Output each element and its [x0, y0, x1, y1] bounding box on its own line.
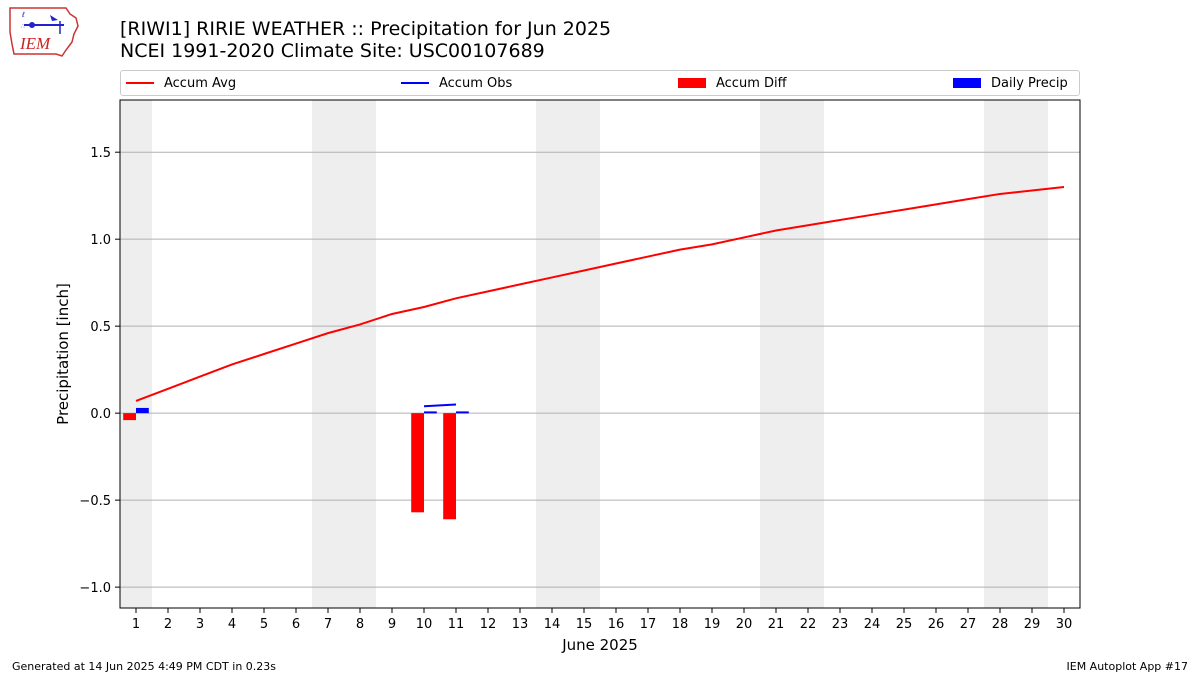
legend-label-accum-avg: Accum Avg: [164, 75, 237, 91]
x-tick-label: 19: [704, 617, 721, 632]
y-tick-label: 0.5: [90, 320, 111, 335]
accum-diff-bar: [123, 413, 136, 421]
accum-diff-bar: [443, 413, 456, 520]
legend-swatch-accum-avg: [126, 82, 154, 84]
x-tick-label: 29: [1024, 617, 1041, 632]
x-tick-label: 1: [132, 617, 140, 632]
x-tick-label: 16: [608, 617, 625, 632]
x-tick-label: 15: [576, 617, 593, 632]
x-tick-label: 2: [164, 617, 172, 632]
generated-timestamp: Generated at 14 Jun 2025 4:49 PM CDT in …: [12, 660, 277, 673]
y-tick-label: −1.0: [79, 581, 111, 596]
y-tick-label: 1.0: [90, 233, 111, 248]
plot-frame: [119, 99, 1081, 609]
x-tick-label: 8: [356, 617, 364, 632]
weekend-shade-22: [792, 100, 824, 608]
weekend-shade-7: [312, 100, 344, 608]
legend-swatch-accum-obs: [401, 82, 429, 84]
weekend-shade-28: [984, 100, 1016, 608]
x-tick-label: 10: [416, 617, 433, 632]
app-label: IEM Autoplot App #17: [1066, 660, 1189, 673]
x-axis-label: June 2025: [561, 636, 638, 654]
legend-label-accum-diff: Accum Diff: [716, 75, 787, 91]
svg-text:∴: ∴: [21, 23, 25, 30]
x-tick-label: 9: [388, 617, 396, 632]
weekend-shade-21: [760, 100, 792, 608]
x-tick-label: 12: [480, 617, 497, 632]
x-tick-label: 11: [448, 617, 465, 632]
iem-logo: ℓ ∴ IEM: [6, 4, 82, 60]
accum-avg-line: [135, 185, 1065, 402]
iowa-map-outline: [9, 7, 79, 57]
x-tick-label: 7: [324, 617, 332, 632]
accum-obs-line: [423, 403, 457, 408]
legend-label-accum-obs: Accum Obs: [439, 75, 513, 91]
legend-swatch-accum-diff: [678, 78, 706, 88]
weekend-shade-15: [568, 100, 600, 608]
x-tick-label: 4: [228, 617, 236, 632]
daily-precip-bar: [424, 411, 437, 414]
y-axis-label: Precipitation [inch]: [54, 283, 72, 425]
x-tick-label: 3: [196, 617, 204, 632]
chart-legend: Accum Avg Accum Obs Accum Diff Daily Pre…: [120, 70, 1080, 96]
x-tick-label: 20: [736, 617, 753, 632]
legend-item-accum-obs: Accum Obs: [401, 71, 512, 95]
y-tick-label: 0.0: [90, 407, 111, 422]
weekend-shade-1: [120, 100, 152, 608]
y-tick-label: −0.5: [79, 494, 111, 509]
x-tick-label: 21: [768, 617, 785, 632]
weekend-shade-8: [344, 100, 376, 608]
weekend-shade-29: [1016, 100, 1048, 608]
x-tick-label: 13: [512, 617, 529, 632]
x-tick-label: 5: [260, 617, 268, 632]
legend-label-daily-precip: Daily Precip: [991, 75, 1068, 91]
x-tick-label: 22: [800, 617, 817, 632]
legend-item-accum-avg: Accum Avg: [126, 71, 236, 95]
legend-item-daily-precip: Daily Precip: [953, 71, 1068, 95]
chart-subtitle: NCEI 1991-2020 Climate Site: USC00107689: [120, 40, 545, 62]
legend-item-accum-diff: Accum Diff: [678, 71, 787, 95]
logo-text: IEM: [19, 34, 51, 53]
daily-precip-bar: [136, 407, 149, 414]
x-tick-label: 14: [544, 617, 561, 632]
x-tick-label: 28: [992, 617, 1009, 632]
x-tick-label: 17: [640, 617, 657, 632]
svg-text:ℓ: ℓ: [21, 11, 25, 19]
x-tick-label: 24: [864, 617, 881, 632]
y-tick-label: 1.5: [90, 146, 111, 161]
weekend-shade-14: [536, 100, 568, 608]
x-tick-label: 6: [292, 617, 300, 632]
x-tick-label: 25: [896, 617, 913, 632]
legend-swatch-daily-precip: [953, 78, 981, 88]
daily-precip-bar: [456, 411, 469, 414]
weather-station-icon: ℓ ∴: [21, 11, 64, 34]
x-tick-label: 23: [832, 617, 849, 632]
x-tick-label: 26: [928, 617, 945, 632]
accum-diff-bar: [411, 413, 424, 513]
chart-title: [RIWI1] RIRIE WEATHER :: Precipitation f…: [120, 18, 612, 40]
x-tick-label: 30: [1056, 617, 1073, 632]
x-tick-label: 27: [960, 617, 977, 632]
x-tick-label: 18: [672, 617, 689, 632]
